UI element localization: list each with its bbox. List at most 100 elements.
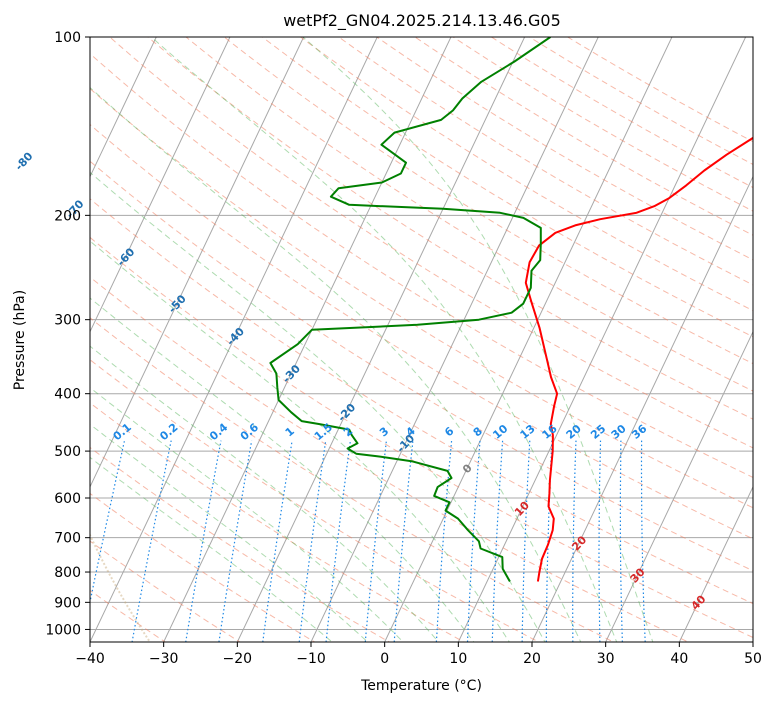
isotherm-gridline	[605, 330, 753, 642]
plot-area-lines	[0, 10, 753, 654]
dry-adiabat-line	[261, 37, 753, 338]
mixing-ratio-label: 0.6	[238, 420, 262, 443]
dry-adiabat-line	[90, 236, 753, 639]
isotherm-label: -20	[335, 401, 358, 425]
dry-adiabat-line	[90, 540, 241, 642]
mixing-ratio-line	[619, 440, 623, 642]
isotherm-label: 30	[628, 565, 648, 585]
dry-adiabat-line	[90, 276, 690, 642]
dry-adiabat-line	[90, 123, 753, 540]
dry-adiabat-line	[90, 492, 316, 642]
isotherm-label: -30	[280, 362, 303, 386]
chart-title: wetPf2_GN04.2025.214.13.46.G05	[283, 11, 561, 30]
temperature-profile-line	[524, 136, 753, 582]
isotherm-label: -40	[224, 325, 247, 349]
mixing-ratio-line	[185, 440, 222, 642]
isotherm-gridline	[236, 37, 526, 642]
mixing-ratio-label: 0.4	[207, 420, 231, 443]
x-tick-label: 40	[670, 651, 688, 667]
dry-adiabat-line	[90, 52, 753, 478]
moist-adiabat-line	[302, 37, 654, 642]
x-tick-label: −10	[296, 651, 326, 667]
x-tick-label: −20	[223, 651, 253, 667]
isotherm-gridline	[90, 37, 231, 333]
moist-adiabat-line	[90, 171, 546, 642]
dry-adiabat-line	[90, 359, 540, 642]
dry-adiabat-line	[223, 37, 753, 365]
y-tick-label: 900	[54, 595, 81, 611]
y-tick-label: 600	[54, 491, 81, 507]
dry-adiabat-line	[90, 317, 615, 642]
mixing-ratio-label: 13	[518, 422, 538, 442]
axes: −40 −30 −20 −10 0 10 20 30 40 5010020030040050060…	[45, 30, 762, 667]
isotherm-label: -50	[166, 292, 189, 316]
moist-adiabat-line	[90, 86, 582, 642]
mixing-ratio-label: 1	[283, 424, 297, 439]
isotherm-gridline	[531, 175, 753, 642]
dry-adiabat-line	[90, 198, 753, 605]
isotherm-label: -60	[114, 245, 137, 269]
mixing-ratio-label: 16	[540, 422, 560, 442]
isotherm-label: 20	[569, 533, 589, 553]
isotherm-gridline	[752, 640, 753, 642]
mixing-ratio-label: 30	[609, 422, 629, 442]
plot-frame	[89, 36, 754, 643]
moist-adiabat-line	[150, 37, 618, 642]
y-tick-label: 1000	[45, 622, 81, 638]
x-tick-label: 20	[523, 651, 541, 667]
mixing-ratio-line	[393, 440, 414, 642]
x-axis-label: Temperature (°C)	[361, 678, 482, 694]
mixing-ratio-label: 0.1	[111, 421, 134, 443]
x-tick-label: 30	[597, 651, 615, 667]
isotherm-gridline	[678, 485, 753, 642]
moist-adiabat-line	[90, 456, 333, 642]
isotherm-gridline	[90, 37, 305, 489]
mixing-ratio-line	[262, 440, 293, 642]
mixing-ratio-label: 6	[442, 424, 456, 439]
isotherm-gridline	[90, 37, 157, 178]
dry-adiabat-line	[185, 37, 753, 392]
mixing-ratio-line	[131, 440, 172, 642]
x-tick-label: 10	[449, 651, 467, 667]
dry-adiabat-line	[490, 37, 753, 189]
dry-adiabat-line	[109, 37, 753, 449]
dry-adiabat-line	[147, 37, 753, 420]
dry-adiabat-line	[452, 37, 753, 212]
moist-adiabat-line	[90, 387, 404, 642]
isotherm-label: -80	[13, 150, 36, 174]
x-tick-label: −40	[75, 651, 105, 667]
isotherm-label: 0	[460, 461, 475, 476]
x-tick-label: 50	[744, 651, 762, 667]
mixing-ratio-line	[90, 440, 126, 605]
moist-adiabat-line	[90, 345, 440, 642]
x-tick-label: −30	[149, 651, 179, 667]
y-tick-label: 700	[54, 531, 81, 547]
mixing-ratio-label: 36	[629, 422, 649, 442]
isotherm-gridline	[310, 37, 599, 642]
mixing-ratio-label: 20	[564, 422, 584, 442]
moist-adiabat-line	[90, 240, 510, 642]
mixing-ratio-label: 8	[471, 424, 485, 439]
mixing-ratio-label: 3	[377, 424, 391, 439]
mixing-ratio-line	[491, 440, 504, 642]
reference-arc	[90, 532, 152, 642]
y-tick-label: 500	[54, 444, 81, 460]
x-tick-label: 0	[380, 651, 389, 667]
moist-adiabat-line	[90, 423, 369, 642]
moist-adiabat-line	[90, 297, 475, 642]
y-tick-label: 800	[54, 565, 81, 581]
dry-adiabat-line	[90, 160, 753, 572]
dry-adiabat-line	[528, 37, 753, 165]
y-tick-label: 400	[54, 387, 81, 403]
dry-adiabat-line	[375, 37, 753, 261]
dry-adiabat-line	[299, 37, 753, 312]
mixing-ratio-label: 0.2	[157, 421, 180, 443]
dry-adiabat-line	[566, 37, 753, 143]
y-axis-label: Pressure (hPa)	[12, 289, 28, 391]
y-tick-label: 300	[54, 313, 81, 329]
reference-arc	[0, 10, 11, 654]
y-tick-label: 100	[54, 30, 81, 46]
dewpoint-profile-line	[269, 37, 551, 582]
